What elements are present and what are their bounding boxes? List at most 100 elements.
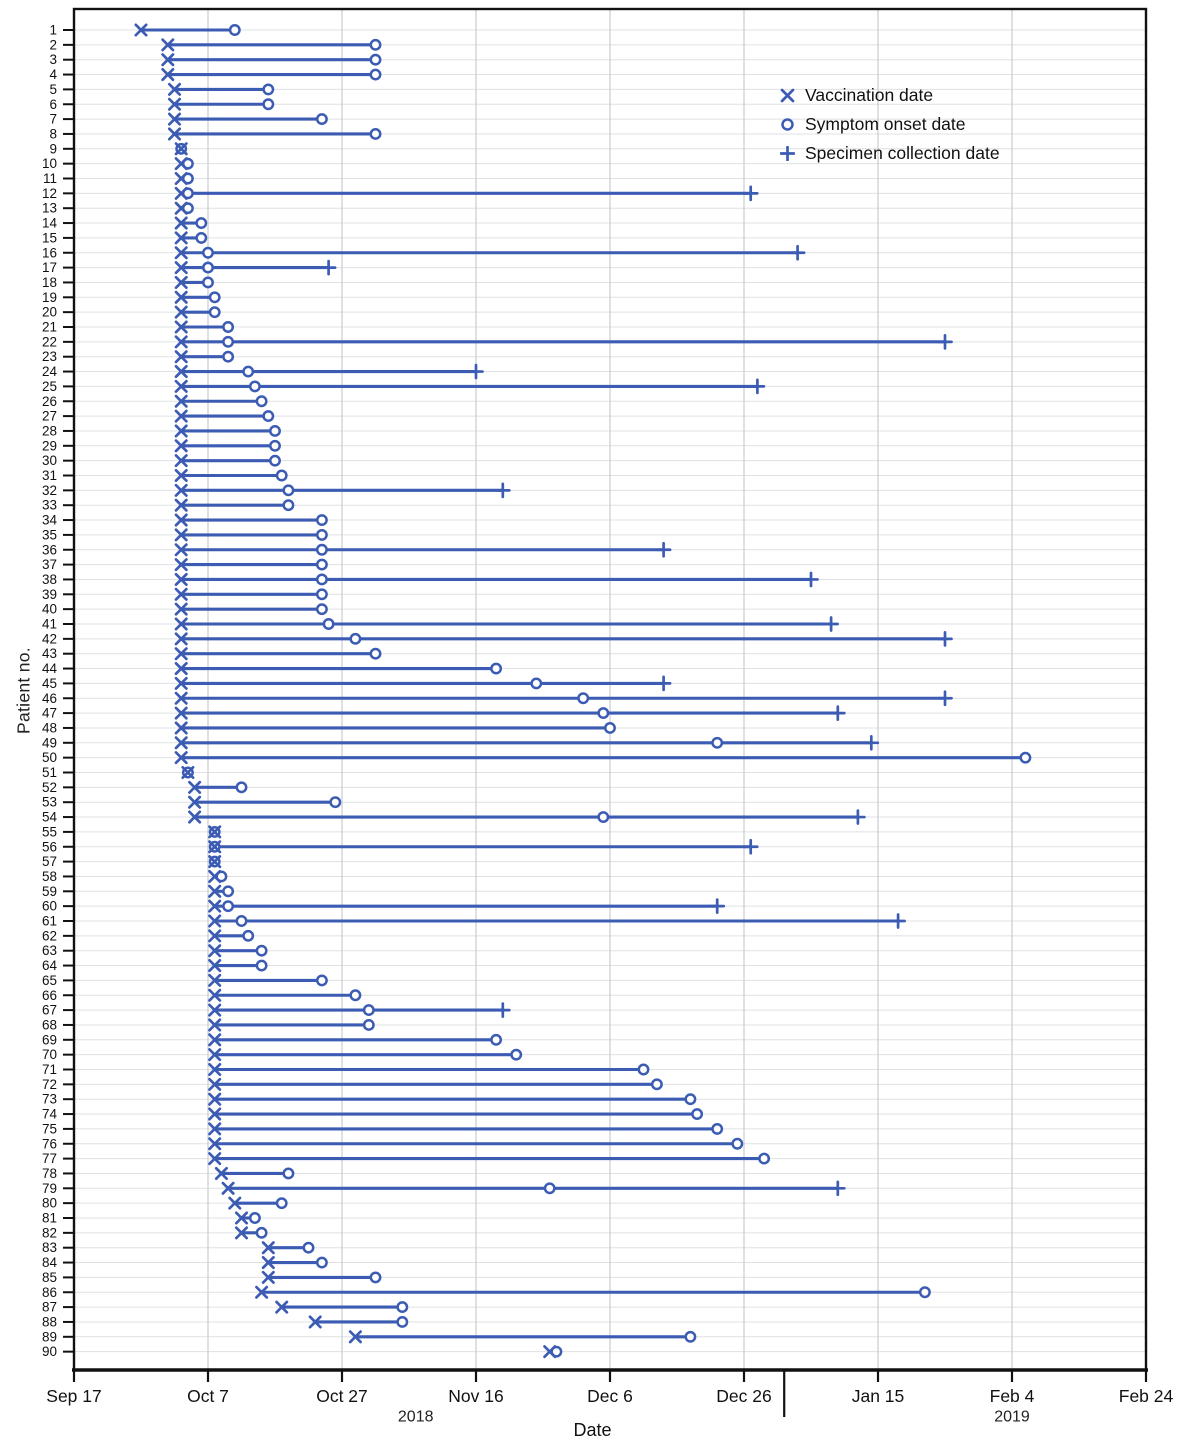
vaccination-marker xyxy=(174,691,188,705)
patient-number-label: 47 xyxy=(42,706,57,721)
specimen-collection-marker xyxy=(937,631,953,647)
patient-row: 61 xyxy=(42,913,906,929)
patient-row: 20 xyxy=(42,305,221,320)
patient-row: 53 xyxy=(42,795,342,810)
year-label: 2018 xyxy=(398,1408,434,1425)
vaccination-marker xyxy=(208,1122,222,1136)
patient-number-label: 50 xyxy=(42,750,57,765)
patient-row: 42 xyxy=(42,631,953,647)
symptom-onset-marker xyxy=(282,484,295,497)
patient-row: 37 xyxy=(42,557,328,572)
patient-row: 46 xyxy=(42,690,953,707)
symptom-onset-marker xyxy=(684,1330,697,1343)
vaccination-marker xyxy=(174,558,188,572)
year-label: 2019 xyxy=(994,1408,1030,1425)
vaccination-marker xyxy=(208,944,222,958)
patient-row: 27 xyxy=(42,409,275,424)
symptom-onset-marker xyxy=(181,202,194,215)
patient-number-label: 80 xyxy=(42,1196,57,1211)
patient-number-label: 59 xyxy=(42,884,57,899)
patient-number-label: 18 xyxy=(42,275,57,290)
patient-row: 83 xyxy=(42,1240,315,1255)
patient-row: 16 xyxy=(42,244,806,261)
patient-row: 62 xyxy=(42,928,255,943)
patient-number-label: 66 xyxy=(42,988,57,1003)
vaccination-marker xyxy=(208,1048,222,1062)
patient-row: 79 xyxy=(42,1180,846,1197)
patient-number-label: 43 xyxy=(42,646,57,661)
x-tick-label: Dec 6 xyxy=(587,1386,633,1406)
patient-row: 44 xyxy=(42,661,503,676)
patient-number-label: 75 xyxy=(42,1121,57,1136)
patient-number-label: 27 xyxy=(42,409,57,424)
vaccination-marker xyxy=(174,676,188,690)
specimen-collection-marker xyxy=(803,571,819,588)
vaccination-marker xyxy=(167,127,182,141)
patient-number-label: 78 xyxy=(42,1166,57,1181)
symptom-onset-circle-icon xyxy=(778,115,796,133)
patient-number-label: 3 xyxy=(49,52,57,67)
vaccination-marker xyxy=(208,855,222,869)
patient-number-label: 68 xyxy=(42,1017,57,1032)
patient-row: 68 xyxy=(42,1017,375,1032)
patient-number-label: 37 xyxy=(42,557,57,572)
patient-row: 3 xyxy=(49,52,382,67)
patient-number-label: 33 xyxy=(42,498,57,513)
patient-row: 88 xyxy=(42,1314,409,1329)
patient-number-label: 23 xyxy=(42,349,57,364)
patient-number-label: 1 xyxy=(49,23,57,38)
patient-row: 80 xyxy=(42,1196,288,1211)
specimen-collection-marker xyxy=(320,259,337,276)
vaccination-marker xyxy=(181,765,195,780)
patient-row: 63 xyxy=(42,943,268,958)
patient-row: 78 xyxy=(42,1166,295,1181)
symptom-onset-marker xyxy=(228,24,241,36)
symptom-onset-marker xyxy=(208,306,221,319)
patient-number-label: 44 xyxy=(42,661,58,676)
patient-row: 29 xyxy=(42,438,281,453)
vaccination-marker xyxy=(174,171,188,186)
patient-number-label: 84 xyxy=(42,1255,58,1270)
patient-number-label: 56 xyxy=(42,839,57,854)
patient-number-label: 49 xyxy=(42,735,57,750)
symptom-onset-marker xyxy=(597,811,610,823)
symptom-onset-marker xyxy=(650,1078,663,1091)
vaccination-marker xyxy=(174,320,188,334)
patient-number-label: 45 xyxy=(42,676,57,691)
symptom-onset-marker xyxy=(302,1241,315,1254)
symptom-onset-marker xyxy=(329,796,342,809)
vaccination-marker xyxy=(174,632,188,646)
vaccination-marker xyxy=(234,1211,249,1225)
patient-number-label: 36 xyxy=(42,542,57,557)
patient-row: 18 xyxy=(42,275,214,290)
patient-row: 74 xyxy=(42,1107,704,1122)
patient-row: 31 xyxy=(42,468,288,483)
specimen-collection-marker xyxy=(789,244,806,261)
vaccination-marker xyxy=(174,572,188,586)
patient-number-label: 4 xyxy=(49,67,57,82)
x-tick-label: Dec 26 xyxy=(716,1386,771,1406)
patient-row: 73 xyxy=(42,1092,697,1107)
symptom-onset-marker xyxy=(362,1004,375,1017)
vaccination-marker xyxy=(208,929,222,943)
patient-row: 19 xyxy=(42,290,221,305)
symptom-onset-marker xyxy=(369,1271,382,1284)
vaccination-marker xyxy=(174,379,188,393)
patient-row: 49 xyxy=(42,734,880,751)
specimen-collection-marker xyxy=(494,482,511,499)
patient-row: 24 xyxy=(42,363,484,380)
specimen-collection-marker xyxy=(850,809,866,825)
patient-row: 10 xyxy=(42,156,194,171)
patient-number-label: 64 xyxy=(42,958,58,973)
patient-row: 67 xyxy=(42,1002,511,1018)
specimen-collection-marker xyxy=(655,541,672,558)
patient-row: 5 xyxy=(49,82,275,97)
vaccination-marker xyxy=(261,1256,275,1270)
vaccination-marker xyxy=(174,587,188,601)
vaccination-marker xyxy=(208,1077,222,1091)
specimen-collection-marker xyxy=(937,334,953,350)
patient-row: 38 xyxy=(42,571,819,588)
patient-row: 87 xyxy=(42,1300,409,1315)
symptom-onset-marker xyxy=(543,1182,556,1195)
patient-number-label: 31 xyxy=(42,468,57,483)
